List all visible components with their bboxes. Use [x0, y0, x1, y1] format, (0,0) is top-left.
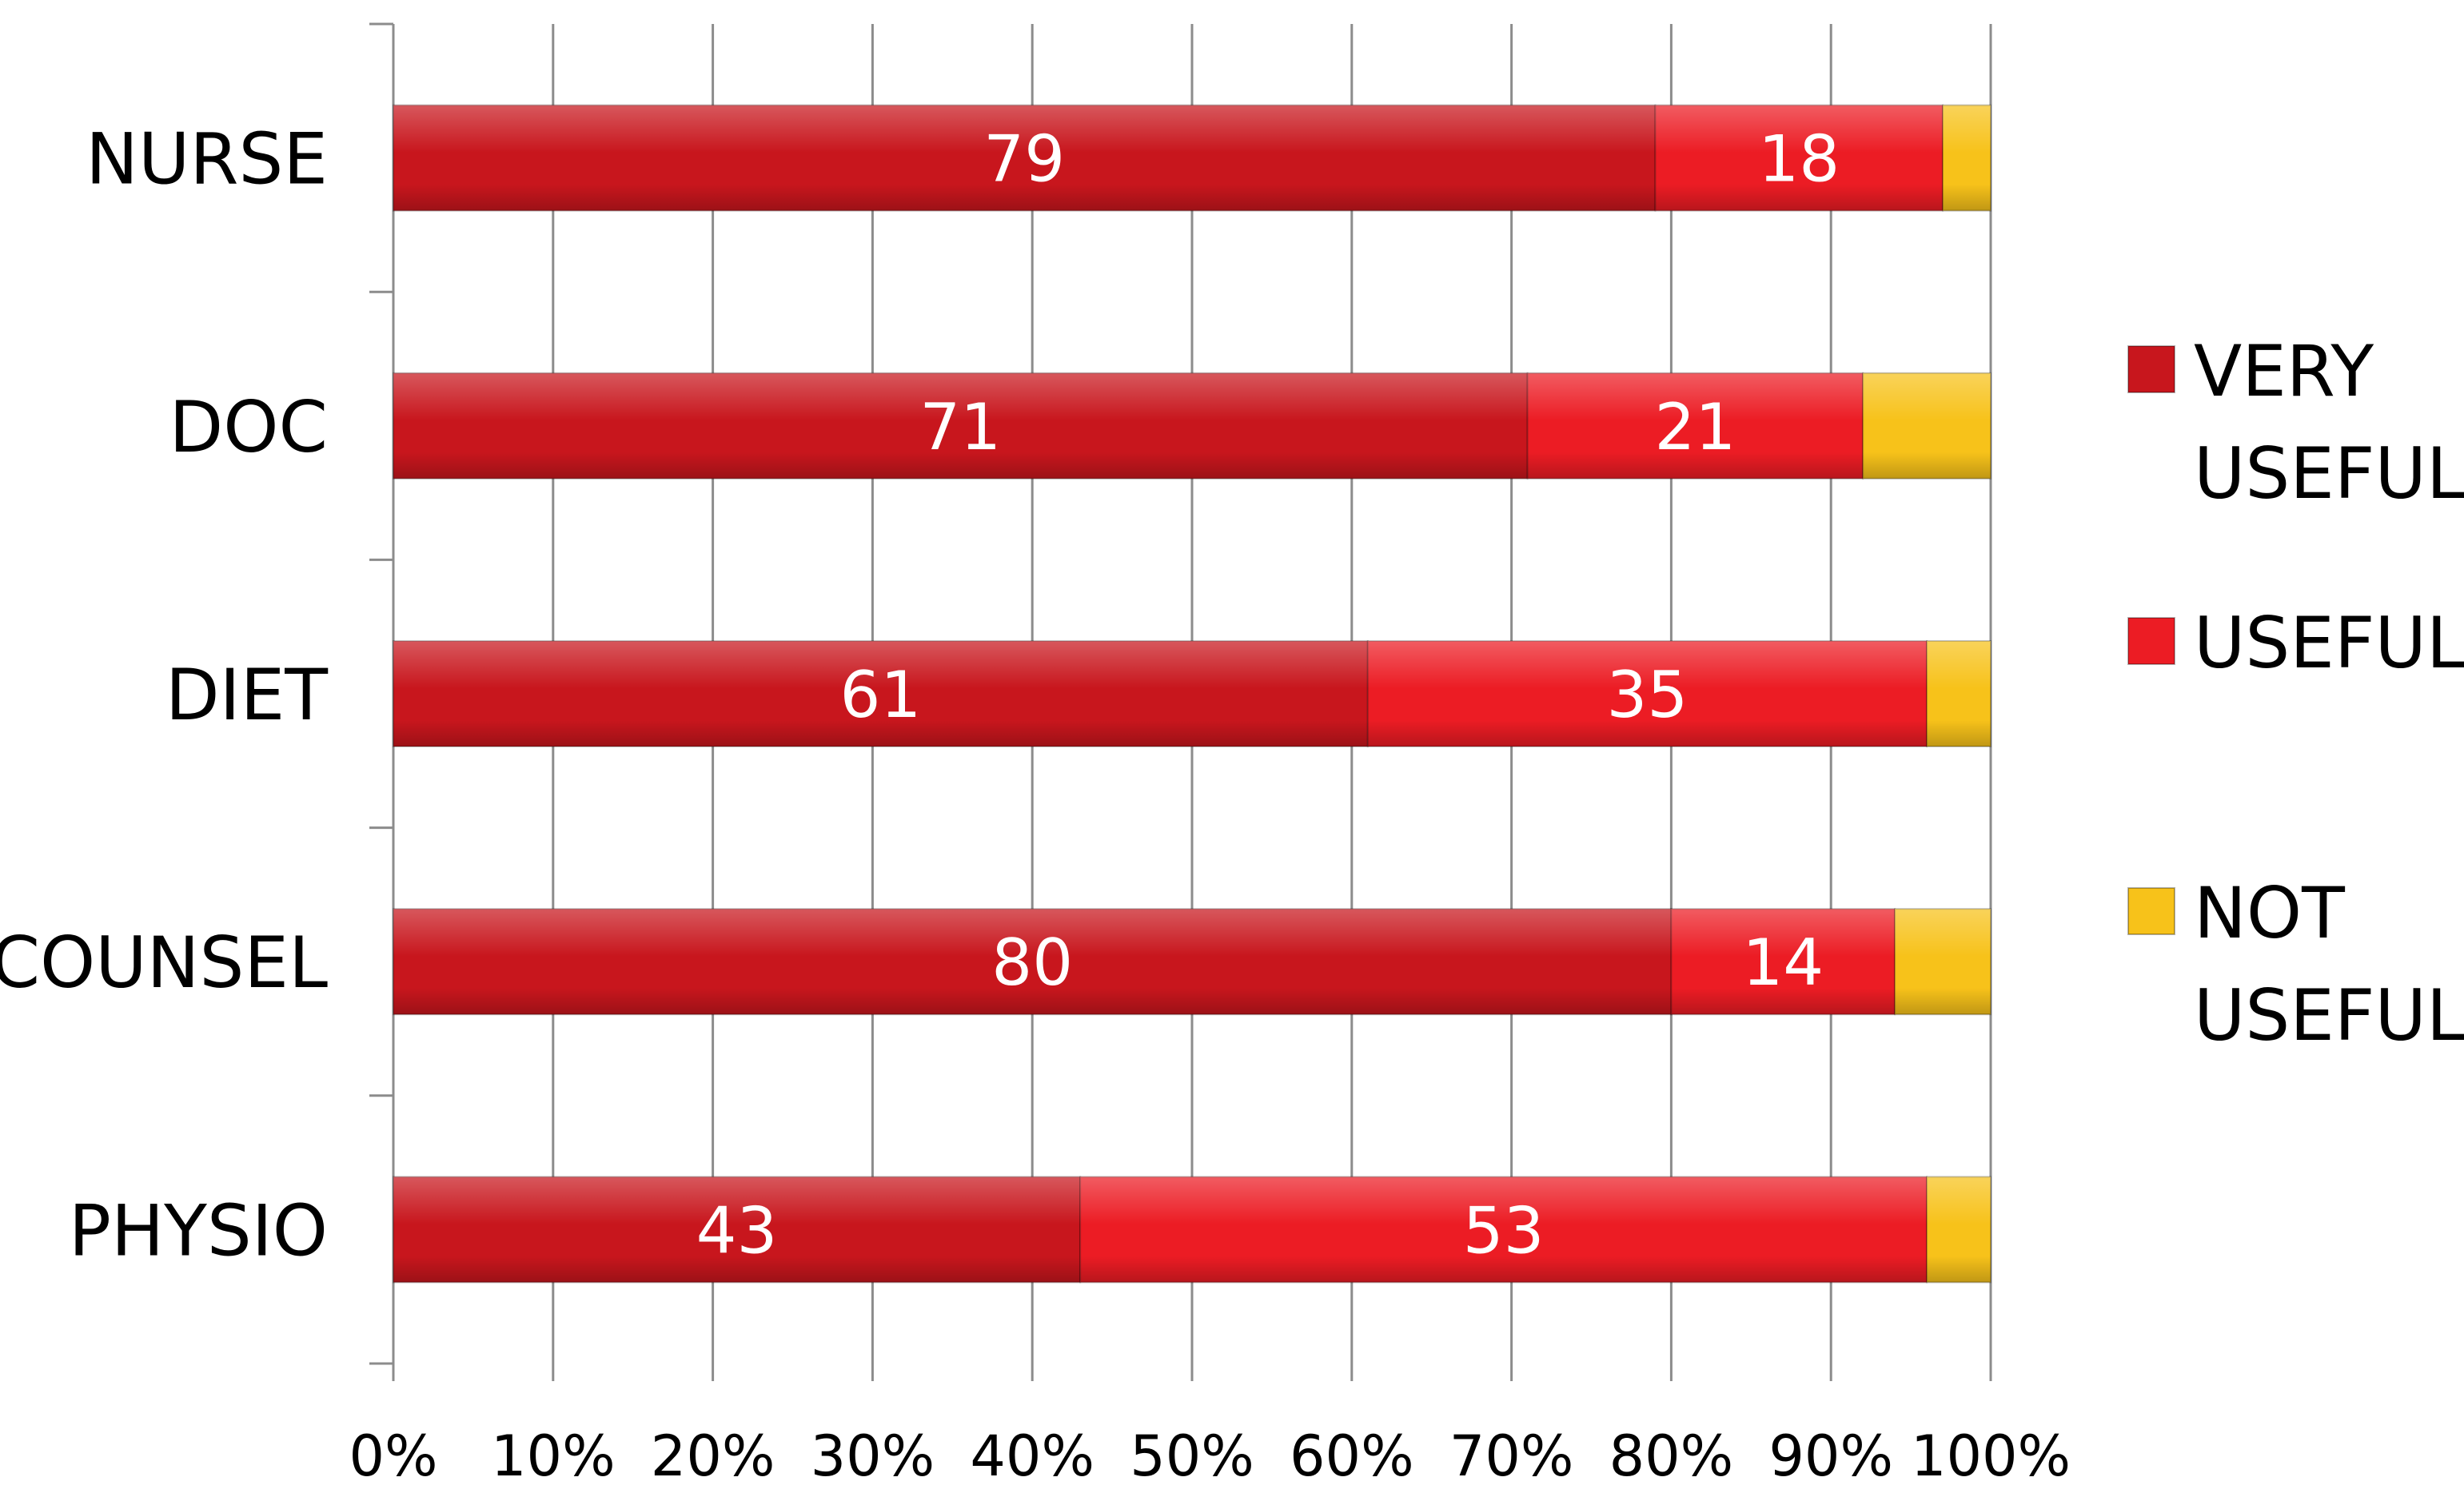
bar-shading	[1367, 641, 1928, 747]
labels: 0% 10% 20% 30% 40% 50% 60% 70% 80% 90% 100% NURSE 79…	[0, 118, 2071, 1489]
legend-label-very-useful: VERY USEFUL	[2194, 330, 2464, 515]
category-label-nurse: NURSE	[86, 118, 328, 201]
legend-swatch-not-useful	[2127, 887, 2175, 935]
bar-shading	[1655, 105, 1944, 211]
bar-shading	[1527, 372, 1864, 479]
category-label-diet: DIET	[165, 654, 329, 736]
data-label-useful-nurse: 18	[1758, 122, 1840, 197]
x-tick-label: 80%	[1609, 1423, 1734, 1489]
x-tick-label: 0%	[349, 1423, 437, 1489]
bar-shading	[1943, 105, 1991, 211]
x-tick-label: 20%	[651, 1423, 775, 1489]
bar-shading	[1080, 1177, 1928, 1283]
bar-shading	[393, 641, 1368, 747]
category-label-counsel: COUNSEL	[0, 922, 328, 1004]
data-label-very-useful-doc: 71	[919, 390, 1001, 464]
legend-swatch-very-useful	[2127, 345, 2175, 393]
category-label-doc: DOC	[169, 386, 328, 468]
x-tick-label: 100%	[1911, 1423, 2071, 1489]
data-label-very-useful-diet: 61	[839, 658, 921, 732]
bar-shading	[1927, 1177, 1991, 1283]
bar-shading	[1927, 641, 1991, 747]
legend: VERY USEFUL USEFUL NOT USEFUL	[2127, 330, 2464, 1057]
data-label-useful-doc: 21	[1654, 390, 1736, 464]
bar-shading	[1863, 372, 1991, 479]
data-label-useful-physio: 53	[1463, 1193, 1545, 1268]
data-label-useful-counsel: 14	[1742, 926, 1824, 1000]
bar-shading	[1895, 909, 1991, 1015]
x-tick-label: 50%	[1130, 1423, 1254, 1489]
legend-label-not-useful: NOT USEFUL	[2194, 872, 2464, 1057]
x-tick-label: 10%	[491, 1423, 616, 1489]
category-label-physio: PHYSIO	[69, 1189, 328, 1272]
bar-shading	[393, 105, 1656, 211]
data-label-very-useful-nurse: 79	[983, 122, 1065, 197]
data-label-very-useful-counsel: 80	[991, 926, 1073, 1000]
bar-shading	[1671, 909, 1896, 1015]
bars	[393, 104, 1992, 1284]
x-tick-label: 40%	[970, 1423, 1094, 1489]
bar-shading	[393, 909, 1672, 1015]
bar-shading	[393, 372, 1528, 479]
legend-swatch-useful	[2127, 617, 2175, 665]
x-tick-label: 60%	[1290, 1423, 1414, 1489]
legend-label-useful: USEFUL	[2194, 602, 2464, 684]
x-tick-label: 70%	[1449, 1423, 1574, 1489]
x-tick-label: 90%	[1768, 1423, 1893, 1489]
bar-shading	[393, 1177, 1081, 1283]
data-label-very-useful-physio: 43	[696, 1193, 778, 1268]
x-tick-label: 30%	[811, 1423, 935, 1489]
data-label-useful-diet: 35	[1607, 658, 1689, 732]
